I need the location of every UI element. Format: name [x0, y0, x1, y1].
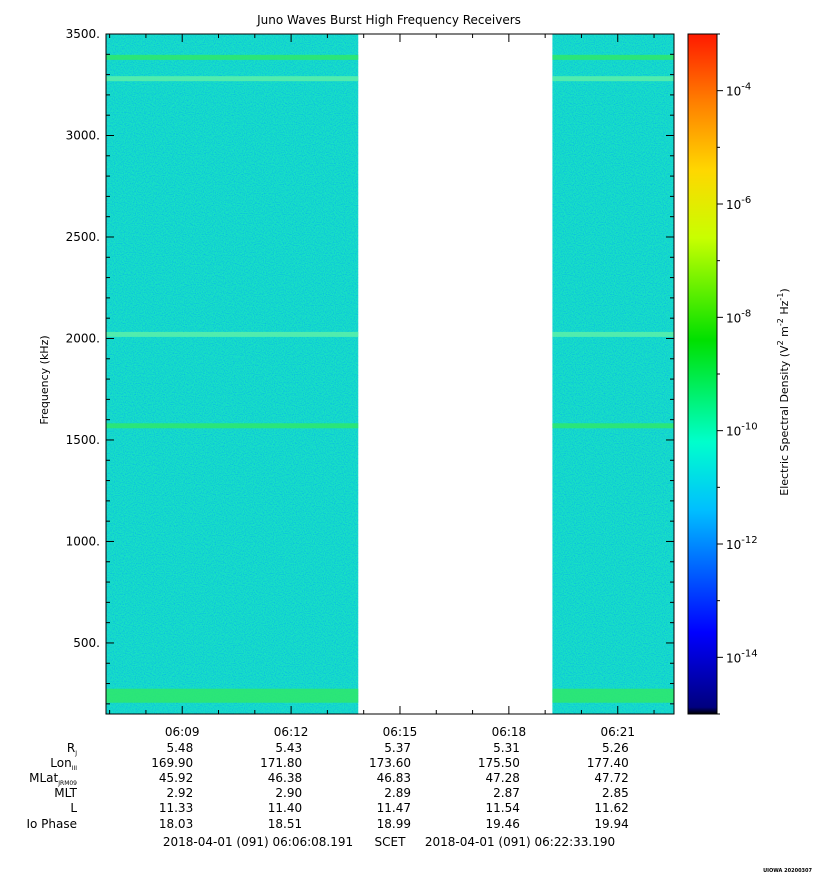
- ephemeris-value: 5.37: [384, 741, 411, 755]
- spectrogram-noise: [552, 34, 674, 714]
- time-span-start: 2018-04-01 (091) 06:06:08.191: [163, 835, 353, 849]
- spectrogram-noise: [106, 34, 359, 714]
- y-axis-label: Frequency (kHz): [38, 335, 51, 424]
- x-tick-label: 06:12: [274, 725, 309, 739]
- y-tick-label: 1500.: [66, 433, 100, 447]
- colorbar-tick-label: 10-14: [726, 648, 758, 665]
- plot-frame: [105, 33, 675, 715]
- ephemeris-value: 18.99: [377, 817, 411, 831]
- time-span-mid: SCET: [375, 835, 407, 849]
- y-tick-label: 2000.: [66, 331, 100, 345]
- ephemeris-label: RJ: [67, 741, 77, 757]
- ephemeris-value: 5.48: [166, 741, 193, 755]
- y-tick-label: 2500.: [66, 230, 100, 244]
- ephemeris-label: MLatJRM09: [29, 771, 77, 787]
- ephemeris-value: 169.90: [151, 756, 193, 770]
- ephemeris-value: 5.26: [602, 741, 629, 755]
- chart-title: Juno Waves Burst High Frequency Receiver…: [256, 13, 521, 27]
- spectrogram-band: [106, 54, 359, 60]
- ephemeris-value: 171.80: [260, 756, 302, 770]
- ephemeris-value: 177.40: [587, 756, 629, 770]
- spectrogram-band: [552, 54, 674, 60]
- ephemeris-value: 2.89: [384, 786, 411, 800]
- ephemeris-value: 18.03: [159, 817, 193, 831]
- ephemeris-label: Io Phase: [26, 817, 77, 831]
- ephemeris-value: 45.92: [159, 771, 193, 785]
- colorbar-tick-label: 10-8: [726, 308, 751, 325]
- footer-stamp: UIOWA 20200307: [763, 868, 812, 874]
- spectrogram-band: [552, 331, 674, 337]
- ephemeris-value: 2.87: [493, 786, 520, 800]
- ephemeris-table: RJ 5.48 5.43 5.37 5.31 5.26 LonIII 169.90 171.80…: [26, 741, 628, 831]
- spectrogram-band: [106, 76, 359, 82]
- ephemeris-value: 46.38: [268, 771, 302, 785]
- y-axis: 3500. 3000. 2500. 2000. 1500. 1000. 500.: [66, 27, 674, 705]
- spectrogram-band: [106, 423, 359, 429]
- ephemeris-value: 11.47: [377, 801, 411, 815]
- x-tick-label: 06:15: [383, 725, 418, 739]
- ephemeris-value: 11.54: [486, 801, 520, 815]
- x-tick-label: 06:18: [492, 725, 527, 739]
- ephemeris-value: 5.31: [493, 741, 520, 755]
- colorbar: [687, 33, 718, 715]
- ephemeris-label: MLT: [54, 786, 77, 800]
- ephemeris-value: 11.40: [268, 801, 302, 815]
- y-tick-label: 500.: [73, 636, 100, 650]
- time-span-end: 2018-04-01 (091) 06:22:33.190: [425, 835, 615, 849]
- y-tick-label: 3000.: [66, 128, 100, 142]
- ephemeris-value: 2.92: [166, 786, 193, 800]
- colorbar-label: Electric Spectral Density (V2 m-2 Hz-1): [776, 288, 791, 495]
- ephemeris-value: 18.51: [268, 817, 302, 831]
- colorbar-tick-label: 10-4: [726, 82, 751, 99]
- y-tick-label: 1000.: [66, 534, 100, 548]
- ephemeris-value: 47.28: [486, 771, 520, 785]
- x-tick-label: 06:21: [600, 725, 635, 739]
- colorbar-tick-label: 10-12: [726, 535, 758, 552]
- ephemeris-value: 46.83: [377, 771, 411, 785]
- spectrogram-band: [552, 423, 674, 429]
- spectrogram-band: [552, 688, 674, 703]
- plot-area: [106, 34, 674, 714]
- ephemeris-value: 2.90: [275, 786, 302, 800]
- ephemeris-label: L: [70, 801, 77, 815]
- y-tick-label: 3500.: [66, 27, 100, 41]
- colorbar-tick-label: 10-10: [726, 422, 758, 439]
- ephemeris-value: 173.60: [369, 756, 411, 770]
- colorbar-tick-label: 10-6: [726, 195, 751, 212]
- ephemeris-value: 19.46: [486, 817, 520, 831]
- ephemeris-value: 175.50: [478, 756, 520, 770]
- spectrogram-band: [106, 688, 359, 703]
- ephemeris-value: 19.94: [594, 817, 628, 831]
- ephemeris-value: 11.62: [594, 801, 628, 815]
- x-tick-label: 06:09: [165, 725, 200, 739]
- x-axis: 06:09 06:12 06:15 06:18 06:21: [109, 34, 655, 739]
- ephemeris-value: 2.85: [602, 786, 629, 800]
- ephemeris-label: LonIII: [50, 756, 77, 772]
- ephemeris-value: 47.72: [594, 771, 628, 785]
- spectrogram-band: [106, 331, 359, 337]
- spectrogram-band: [552, 76, 674, 82]
- ephemeris-value: 5.43: [275, 741, 302, 755]
- ephemeris-value: 11.33: [159, 801, 193, 815]
- colorbar-ticks: 10-4 10-6 10-8 10-10 10-12 10-14: [717, 33, 758, 715]
